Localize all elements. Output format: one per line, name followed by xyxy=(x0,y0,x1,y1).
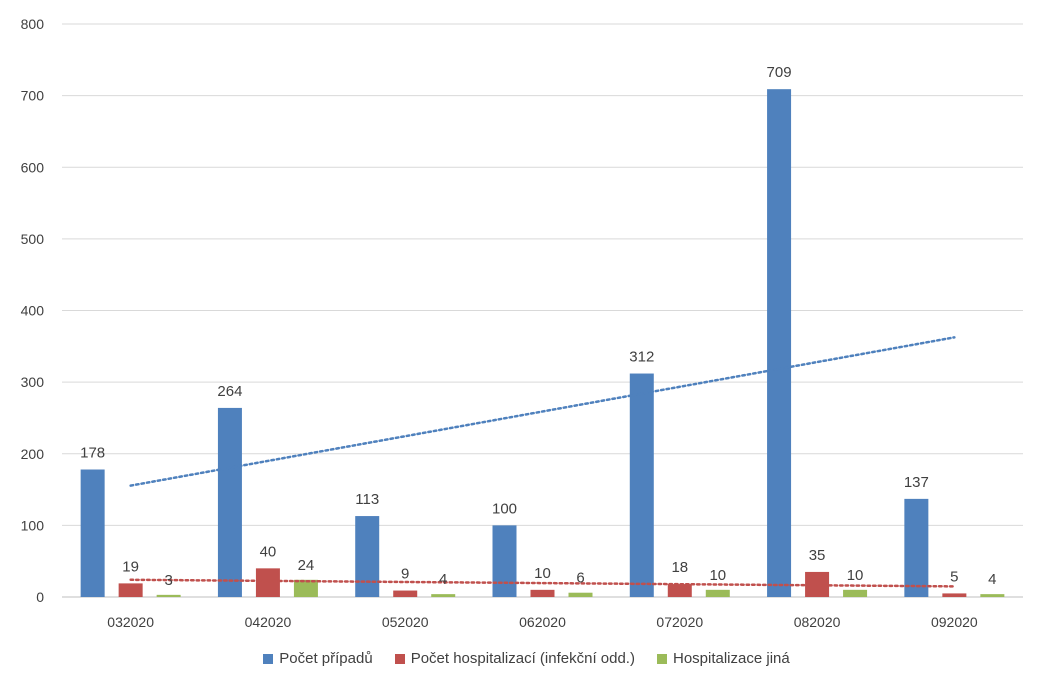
gridlines xyxy=(62,23,1023,598)
bar xyxy=(156,594,181,597)
trendline xyxy=(129,578,956,588)
bar xyxy=(767,89,792,598)
legend-label: Hospitalizace jiná xyxy=(672,650,790,667)
legend-item: Hospitalizace jiná xyxy=(656,650,790,667)
chart-legend: Počet případů Počet hospitalizací (infekč… xyxy=(0,650,1053,667)
y-tick-label: 800 xyxy=(21,16,45,32)
data-label: 113 xyxy=(355,491,379,508)
data-label: 19 xyxy=(122,558,139,575)
data-label: 24 xyxy=(298,557,315,574)
x-tick-label: 042020 xyxy=(245,614,292,630)
data-label: 9 xyxy=(401,566,409,583)
y-tick-label: 600 xyxy=(21,159,45,175)
data-label: 10 xyxy=(534,565,551,582)
y-tick-label: 300 xyxy=(21,374,45,390)
legend-item: Počet případů xyxy=(263,650,373,667)
data-label: 5 xyxy=(950,568,958,585)
y-tick-label: 200 xyxy=(21,446,45,462)
data-label: 709 xyxy=(767,64,792,81)
bar xyxy=(705,589,730,597)
x-axis-ticks: 032020 042020 052020 062020 072020 082020 0920… xyxy=(107,614,978,630)
legend-label: Počet hospitalizací (infekční odd.) xyxy=(410,650,635,667)
bar xyxy=(217,407,242,597)
data-labels: 178 19 3 264 40 24 113 9 4 100 10 6 312 18 10 709 35 10 13… xyxy=(80,64,996,589)
legend-swatch xyxy=(656,653,667,664)
legend-swatch xyxy=(263,653,274,664)
bar xyxy=(904,498,929,597)
data-label: 4 xyxy=(439,571,447,588)
bar xyxy=(843,589,868,597)
legend-item: Počet hospitalizací (infekční odd.) xyxy=(394,650,635,667)
data-label: 178 xyxy=(80,445,105,462)
y-tick-label: 100 xyxy=(21,517,45,533)
bar xyxy=(530,589,555,597)
data-label: 3 xyxy=(164,572,172,589)
x-tick-label: 072020 xyxy=(656,614,703,630)
x-tick-label: 062020 xyxy=(519,614,566,630)
data-label: 18 xyxy=(671,559,688,576)
data-label: 10 xyxy=(847,567,864,584)
data-label: 35 xyxy=(809,547,826,564)
trendline xyxy=(129,336,956,487)
bar xyxy=(393,590,418,597)
data-label: 6 xyxy=(576,570,584,587)
y-axis-ticks: 0 100 200 300 400 500 600 700 800 xyxy=(21,16,45,605)
x-tick-label: 052020 xyxy=(382,614,429,630)
bar xyxy=(629,373,654,597)
trendlines xyxy=(129,336,956,588)
legend-swatch xyxy=(394,653,405,664)
x-tick-label: 092020 xyxy=(931,614,978,630)
data-label: 137 xyxy=(904,474,929,491)
bars xyxy=(80,89,1005,598)
bar xyxy=(118,583,143,597)
legend-label: Počet případů xyxy=(279,650,373,667)
x-tick-label: 082020 xyxy=(794,614,841,630)
bar xyxy=(667,584,692,597)
bar xyxy=(942,593,967,597)
bar xyxy=(492,525,517,597)
bar xyxy=(293,579,318,597)
data-label: 264 xyxy=(217,383,242,400)
y-tick-label: 500 xyxy=(21,231,45,247)
y-tick-label: 700 xyxy=(21,88,45,104)
y-tick-label: 400 xyxy=(21,303,45,319)
bar xyxy=(431,594,456,597)
data-label: 40 xyxy=(260,543,277,560)
data-label: 10 xyxy=(709,567,726,584)
y-tick-label: 0 xyxy=(36,589,44,605)
bar xyxy=(980,594,1005,597)
bar xyxy=(355,516,380,597)
data-label: 312 xyxy=(629,349,654,366)
x-tick-label: 032020 xyxy=(107,614,154,630)
data-label: 100 xyxy=(492,500,517,517)
bar xyxy=(80,469,105,597)
bar xyxy=(255,568,280,597)
bar xyxy=(568,592,593,597)
data-label: 4 xyxy=(988,571,996,588)
